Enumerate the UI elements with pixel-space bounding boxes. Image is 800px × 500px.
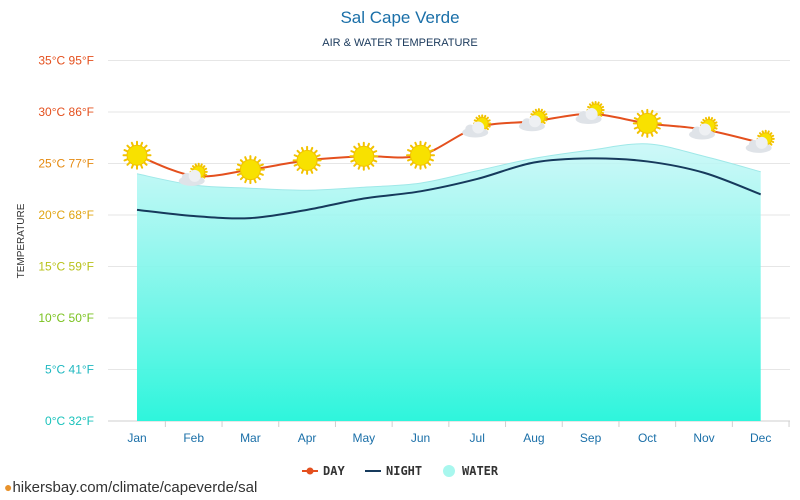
legend: DAY NIGHT WATER: [302, 464, 499, 478]
cloud-puff: [755, 136, 768, 149]
legend-night-label: NIGHT: [386, 464, 422, 478]
y-tick-label: 15°C 59°F: [38, 260, 94, 274]
x-tick-label: Aug: [523, 431, 544, 445]
x-tick-label: Nov: [693, 431, 714, 445]
y-tick-label: 25°C 77°F: [38, 157, 94, 171]
x-tick-label: Mar: [240, 431, 261, 445]
source-link[interactable]: ●hikersbay.com/climate/capeverde/sal: [4, 479, 257, 496]
y-tick-label: 20°C 68°F: [38, 208, 94, 222]
sun-disc: [353, 145, 375, 167]
chart-subtitle: AIR & WATER TEMPERATURE: [322, 37, 477, 49]
location-pin-icon: ●: [4, 479, 13, 495]
cloud-puff: [585, 108, 598, 121]
x-tick-label: Apr: [298, 431, 317, 445]
x-tick-label: Jul: [470, 431, 485, 445]
legend-item-water[interactable]: WATER: [443, 464, 499, 478]
night-line: [136, 157, 762, 220]
y-tick-label: 5°C 41°F: [45, 363, 94, 377]
partly-cloudy-icon: [178, 162, 208, 186]
partly-cloudy-icon: [518, 108, 548, 132]
legend-item-night[interactable]: NIGHT: [365, 464, 422, 478]
x-tick-label: Dec: [750, 431, 771, 445]
sun-icon: [406, 140, 435, 170]
sun-disc: [239, 159, 261, 181]
sun-icon: [292, 145, 322, 175]
x-tick-label: May: [352, 431, 375, 445]
cloud-puff: [188, 169, 201, 182]
cloud-puff: [528, 115, 541, 128]
sun-icon: [122, 140, 152, 170]
sun-disc: [410, 144, 431, 166]
y-axis-ticks: 0°C 32°F 5°C 41°F 10°C 50°F 15°C 59°F 20°C 6…: [38, 54, 94, 429]
sun-disc: [126, 144, 148, 166]
legend-day-label: DAY: [323, 464, 345, 478]
y-axis-label: TEMPERATURE: [16, 203, 27, 278]
legend-water-swatch: [443, 465, 455, 477]
weather-icons: [122, 100, 775, 186]
sun-icon: [349, 141, 379, 171]
legend-item-day[interactable]: DAY: [302, 464, 345, 478]
partly-cloudy-icon: [462, 114, 492, 138]
x-tick-label: Jun: [411, 431, 430, 445]
sun-icon: [235, 155, 265, 185]
partly-cloudy-icon: [575, 100, 605, 125]
source-link-text: hikersbay.com/climate/capeverde/sal: [12, 479, 258, 496]
x-tick-label: Jan: [127, 431, 146, 445]
partly-cloudy-icon: [689, 116, 719, 140]
sun-icon: [632, 108, 662, 138]
cloud-puff: [472, 121, 485, 134]
y-tick-label: 10°C 50°F: [38, 311, 94, 325]
chart-title: Sal Cape Verde: [340, 8, 459, 27]
sun-disc: [296, 149, 318, 171]
sun-disc: [636, 112, 658, 134]
x-tick-label: Oct: [638, 431, 657, 445]
water-line: [136, 143, 761, 191]
y-tick-label: 35°C 95°F: [38, 54, 94, 68]
x-tick-label: Feb: [183, 431, 204, 445]
cloud-puff: [699, 123, 711, 136]
y-tick-label: 30°C 86°F: [38, 105, 94, 119]
partly-cloudy-icon: [745, 129, 775, 153]
legend-day-dot: [306, 467, 314, 475]
y-tick-label: 0°C 32°F: [45, 414, 94, 428]
x-axis-ticks: Jan Feb Mar Apr May Jun Jul Aug Sep Oct Nov Dec: [127, 421, 790, 445]
x-tick-label: Sep: [580, 431, 602, 445]
legend-water-label: WATER: [462, 464, 499, 478]
